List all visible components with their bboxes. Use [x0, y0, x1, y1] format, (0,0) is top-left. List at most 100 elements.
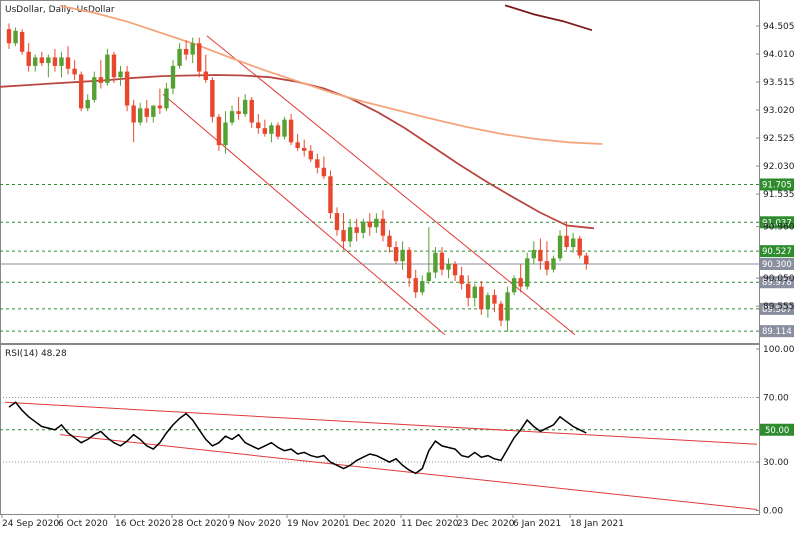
candle-body	[164, 88, 169, 109]
price-level-box	[760, 178, 794, 191]
candle-body	[26, 51, 31, 66]
candle-body	[334, 213, 340, 231]
candle-body	[229, 111, 235, 123]
price-tick-label: 94.010	[763, 50, 795, 60]
candle-body	[315, 159, 320, 168]
candle-body	[131, 105, 136, 123]
channel-lower-line	[162, 93, 446, 336]
candle-body	[210, 80, 215, 117]
candle-body	[183, 48, 189, 55]
x-tick-label: 23 Dec 2020	[457, 519, 515, 529]
x-tick-label: 24 Sep 2020	[2, 519, 59, 529]
candle-body	[85, 99, 90, 109]
moving-average-line	[504, 4, 593, 32]
candle-body	[577, 238, 582, 256]
price-level-label: 89.978	[762, 278, 792, 288]
candle-body	[393, 247, 399, 262]
candle-body	[302, 147, 307, 151]
candle-body	[52, 57, 58, 66]
candle-body	[39, 57, 44, 64]
candle-body	[170, 65, 176, 89]
rsi-tick-label: 30.00	[763, 458, 789, 468]
candle-body	[282, 119, 287, 137]
candle-body	[367, 221, 372, 228]
candle-body	[65, 57, 71, 69]
price-level-label: 91.705	[762, 180, 792, 190]
candle-body	[505, 292, 510, 321]
candle-body	[420, 280, 425, 293]
candle-body	[564, 235, 569, 248]
candle-body	[472, 286, 477, 298]
rsi-trendlines	[4, 401, 758, 510]
candle-body	[413, 278, 418, 293]
candle-body	[236, 111, 241, 115]
x-tick-label: 16 Oct 2020	[115, 519, 171, 529]
candle-body	[570, 238, 576, 248]
candle-body	[223, 122, 228, 146]
candle-body	[511, 278, 517, 293]
candle-body	[98, 77, 104, 83]
candle-body	[138, 108, 143, 123]
candle-body	[190, 43, 195, 55]
candle-body	[479, 286, 484, 310]
candle-body	[203, 71, 208, 81]
candle-body	[459, 275, 464, 284]
candle-body	[72, 68, 77, 75]
candle-body	[78, 74, 84, 109]
x-tick-label: 6 Oct 2020	[58, 519, 108, 529]
price-level-box	[760, 276, 794, 289]
candle-body	[177, 48, 182, 66]
price-tick-label: 92.525	[763, 134, 795, 144]
x-tick-label: 9 Nov 2020	[229, 519, 281, 529]
candle-body	[13, 30, 18, 44]
price-title: UsDollar, Daily: UsDollar	[5, 5, 115, 15]
price-level-label: 89.114	[762, 327, 792, 337]
rsi-lower-trendline	[59, 434, 758, 510]
candle-body	[249, 99, 254, 123]
candle-body	[118, 71, 123, 78]
candle-body	[144, 108, 149, 117]
price-levels: 91.705 91.037 90.527 90.300 89.978 89.507 89.1…	[0, 178, 794, 338]
candle-body	[426, 272, 432, 281]
channel-upper-line	[206, 35, 576, 336]
candle-body	[157, 105, 163, 109]
x-tick-label: 18 Jan 2021	[570, 519, 624, 529]
moving-average-line	[59, 5, 603, 145]
rsi-line-group	[8, 401, 587, 475]
candle-body	[46, 57, 51, 64]
candle-body	[452, 264, 458, 276]
candle-body	[111, 54, 117, 78]
candle-body	[466, 283, 471, 298]
rsi-tick-label: 0.00	[763, 507, 783, 517]
candle-body	[308, 150, 313, 160]
price-level-box	[760, 325, 794, 338]
price-level-box	[760, 302, 794, 315]
candle-body	[105, 54, 110, 83]
candle-body	[275, 125, 281, 137]
candle-body	[492, 295, 497, 304]
candle-body	[544, 261, 550, 270]
candle-body	[439, 252, 445, 270]
candle-body	[531, 249, 536, 259]
price-tick-label: 94.505	[763, 22, 795, 32]
candle-body	[6, 29, 12, 44]
candle-body	[295, 142, 300, 148]
rsi-title: RSI(14) 48.28	[5, 349, 67, 359]
candle-body	[557, 235, 563, 259]
price-level-box	[760, 258, 794, 271]
price-y-axis: 94.505 94.010 93.515 93.020 92.525 92.030 91.5…	[756, 22, 795, 312]
candle-body	[387, 235, 392, 248]
candle-body	[525, 258, 530, 287]
price-tick-label: 93.515	[763, 78, 795, 88]
price-level-label: 91.037	[762, 218, 792, 228]
rsi-level-label: 50.00	[765, 426, 789, 436]
candle-body	[269, 125, 274, 134]
candles	[6, 23, 589, 332]
rsi-level-box	[760, 423, 794, 436]
candle-body	[321, 167, 327, 177]
candle-body	[92, 77, 97, 100]
price-tick-label: 90.960	[763, 223, 795, 233]
moving-averages	[0, 4, 603, 230]
